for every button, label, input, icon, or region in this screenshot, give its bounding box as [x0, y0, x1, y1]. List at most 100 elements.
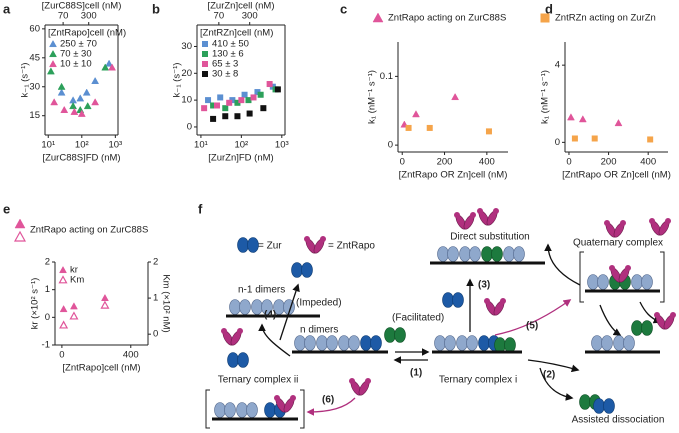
x-tick-label: 0: [566, 157, 571, 168]
y-tick-label: 60: [29, 23, 40, 34]
y-tick-label: 30: [29, 81, 40, 92]
y-tick-label: 0: [187, 121, 192, 132]
label: (2): [543, 370, 555, 381]
data-point: [234, 99, 241, 106]
x-tick-label: 10¹: [194, 140, 208, 151]
zntr-icon: [476, 207, 500, 228]
data-point: [100, 300, 110, 309]
zntr-icon: [453, 211, 477, 232]
label: (1): [410, 368, 422, 379]
dimer: [494, 337, 516, 353]
data-point: [57, 82, 66, 90]
legend-marker: [49, 39, 57, 48]
dimer: [631, 274, 653, 290]
panel-letter: d: [545, 1, 553, 16]
data-point: [108, 63, 117, 71]
y-tick-label: 2: [45, 257, 50, 268]
panel-letter: c: [340, 1, 347, 16]
y-tick-label: 45: [29, 52, 40, 63]
arrow: [494, 299, 572, 336]
data-point: [246, 110, 253, 117]
dimer: [613, 335, 635, 351]
data-point: [245, 97, 252, 104]
dimer: [236, 402, 258, 418]
legend-marker: [202, 41, 208, 47]
data-point: [274, 86, 281, 93]
x-axis-label: [ZntRapo OR Zn]cell (nM): [562, 170, 671, 181]
data-point: [254, 89, 261, 96]
data-point: [69, 102, 78, 110]
x-axis-label: [ZurZn]FD (nM): [208, 153, 273, 164]
data-point: [101, 63, 110, 71]
dimer: [214, 402, 236, 418]
dimer: [587, 274, 609, 290]
dimer: [456, 335, 478, 351]
label: Quaternary complex: [573, 238, 663, 249]
data-point: [205, 97, 212, 104]
data-point: [485, 128, 492, 135]
arrow: [279, 283, 300, 341]
y-tick-label: 30: [181, 41, 192, 52]
data-point: [69, 311, 79, 320]
x-tick-label: 10³: [275, 140, 289, 151]
dimer: [503, 246, 525, 262]
dimer: [437, 246, 459, 262]
dimer: [481, 246, 503, 262]
arrow: [306, 397, 356, 416]
panel-letter: e: [3, 201, 10, 216]
legend-marker: [372, 12, 384, 23]
y2-tick-label: 1: [153, 293, 158, 304]
data-point: [591, 135, 598, 142]
data-point: [238, 97, 245, 104]
x2-tick-label: 70: [58, 11, 69, 22]
y-tick-label: 15: [29, 110, 40, 121]
zur-icon: [291, 262, 313, 278]
x2-tick-label: 300: [81, 11, 97, 22]
data-point: [451, 92, 460, 101]
x-tick-label: 400: [640, 157, 656, 168]
legend-label: ZntRapo acting on ZurC88S: [388, 13, 506, 24]
x-tick-label: 10²: [234, 140, 248, 151]
y2-tick-label: 0: [153, 329, 158, 340]
dimer: [229, 299, 251, 315]
label: (4): [264, 310, 276, 321]
data-point: [222, 113, 229, 120]
legend-label: Km: [70, 275, 84, 286]
zur-icon: [442, 292, 464, 308]
zntr-icon: [348, 377, 372, 398]
x2-axis-label: [ZurC88S]cell (nM): [42, 1, 122, 12]
zur-icon: [360, 335, 382, 351]
legend-marker: [202, 51, 208, 57]
label: n-1 dimers: [238, 285, 285, 296]
x-tick-label: 10³: [108, 140, 122, 151]
bracket: [205, 389, 305, 429]
data-point: [57, 88, 66, 96]
panel-letter: b: [152, 1, 160, 16]
x-tick-label: 400: [123, 350, 139, 361]
data-point: [226, 99, 233, 106]
data-point: [222, 105, 229, 112]
y2-tick-label: 2: [153, 257, 158, 268]
legend-title: [ZntRZn]cell (nM): [200, 28, 273, 39]
y-tick-label: 1: [45, 284, 50, 295]
y-axis-label: k₁ (nM⁻¹ s⁻¹): [540, 70, 551, 124]
y-tick-label: -1: [42, 340, 50, 351]
legend-label: 70 ± 30: [60, 49, 92, 60]
dimer: [459, 246, 481, 262]
zntr-icon: [220, 327, 244, 348]
legend-marker: [49, 49, 57, 58]
bracket: [579, 251, 665, 303]
legend-title: [ZntRapo]cell (nM): [48, 28, 126, 39]
dimer: [294, 335, 316, 351]
x2-tick-label: 300: [242, 11, 258, 22]
label: (5): [526, 321, 538, 332]
label: Ternary complex i: [439, 375, 517, 386]
x-tick-label: 0: [59, 350, 64, 361]
data-point: [241, 91, 248, 98]
y-tick-label: 0: [45, 312, 50, 323]
data-point: [567, 113, 575, 121]
arrow: [527, 359, 580, 373]
data-point: [210, 102, 217, 109]
data-point: [83, 102, 92, 110]
label: n dimers: [300, 325, 338, 336]
